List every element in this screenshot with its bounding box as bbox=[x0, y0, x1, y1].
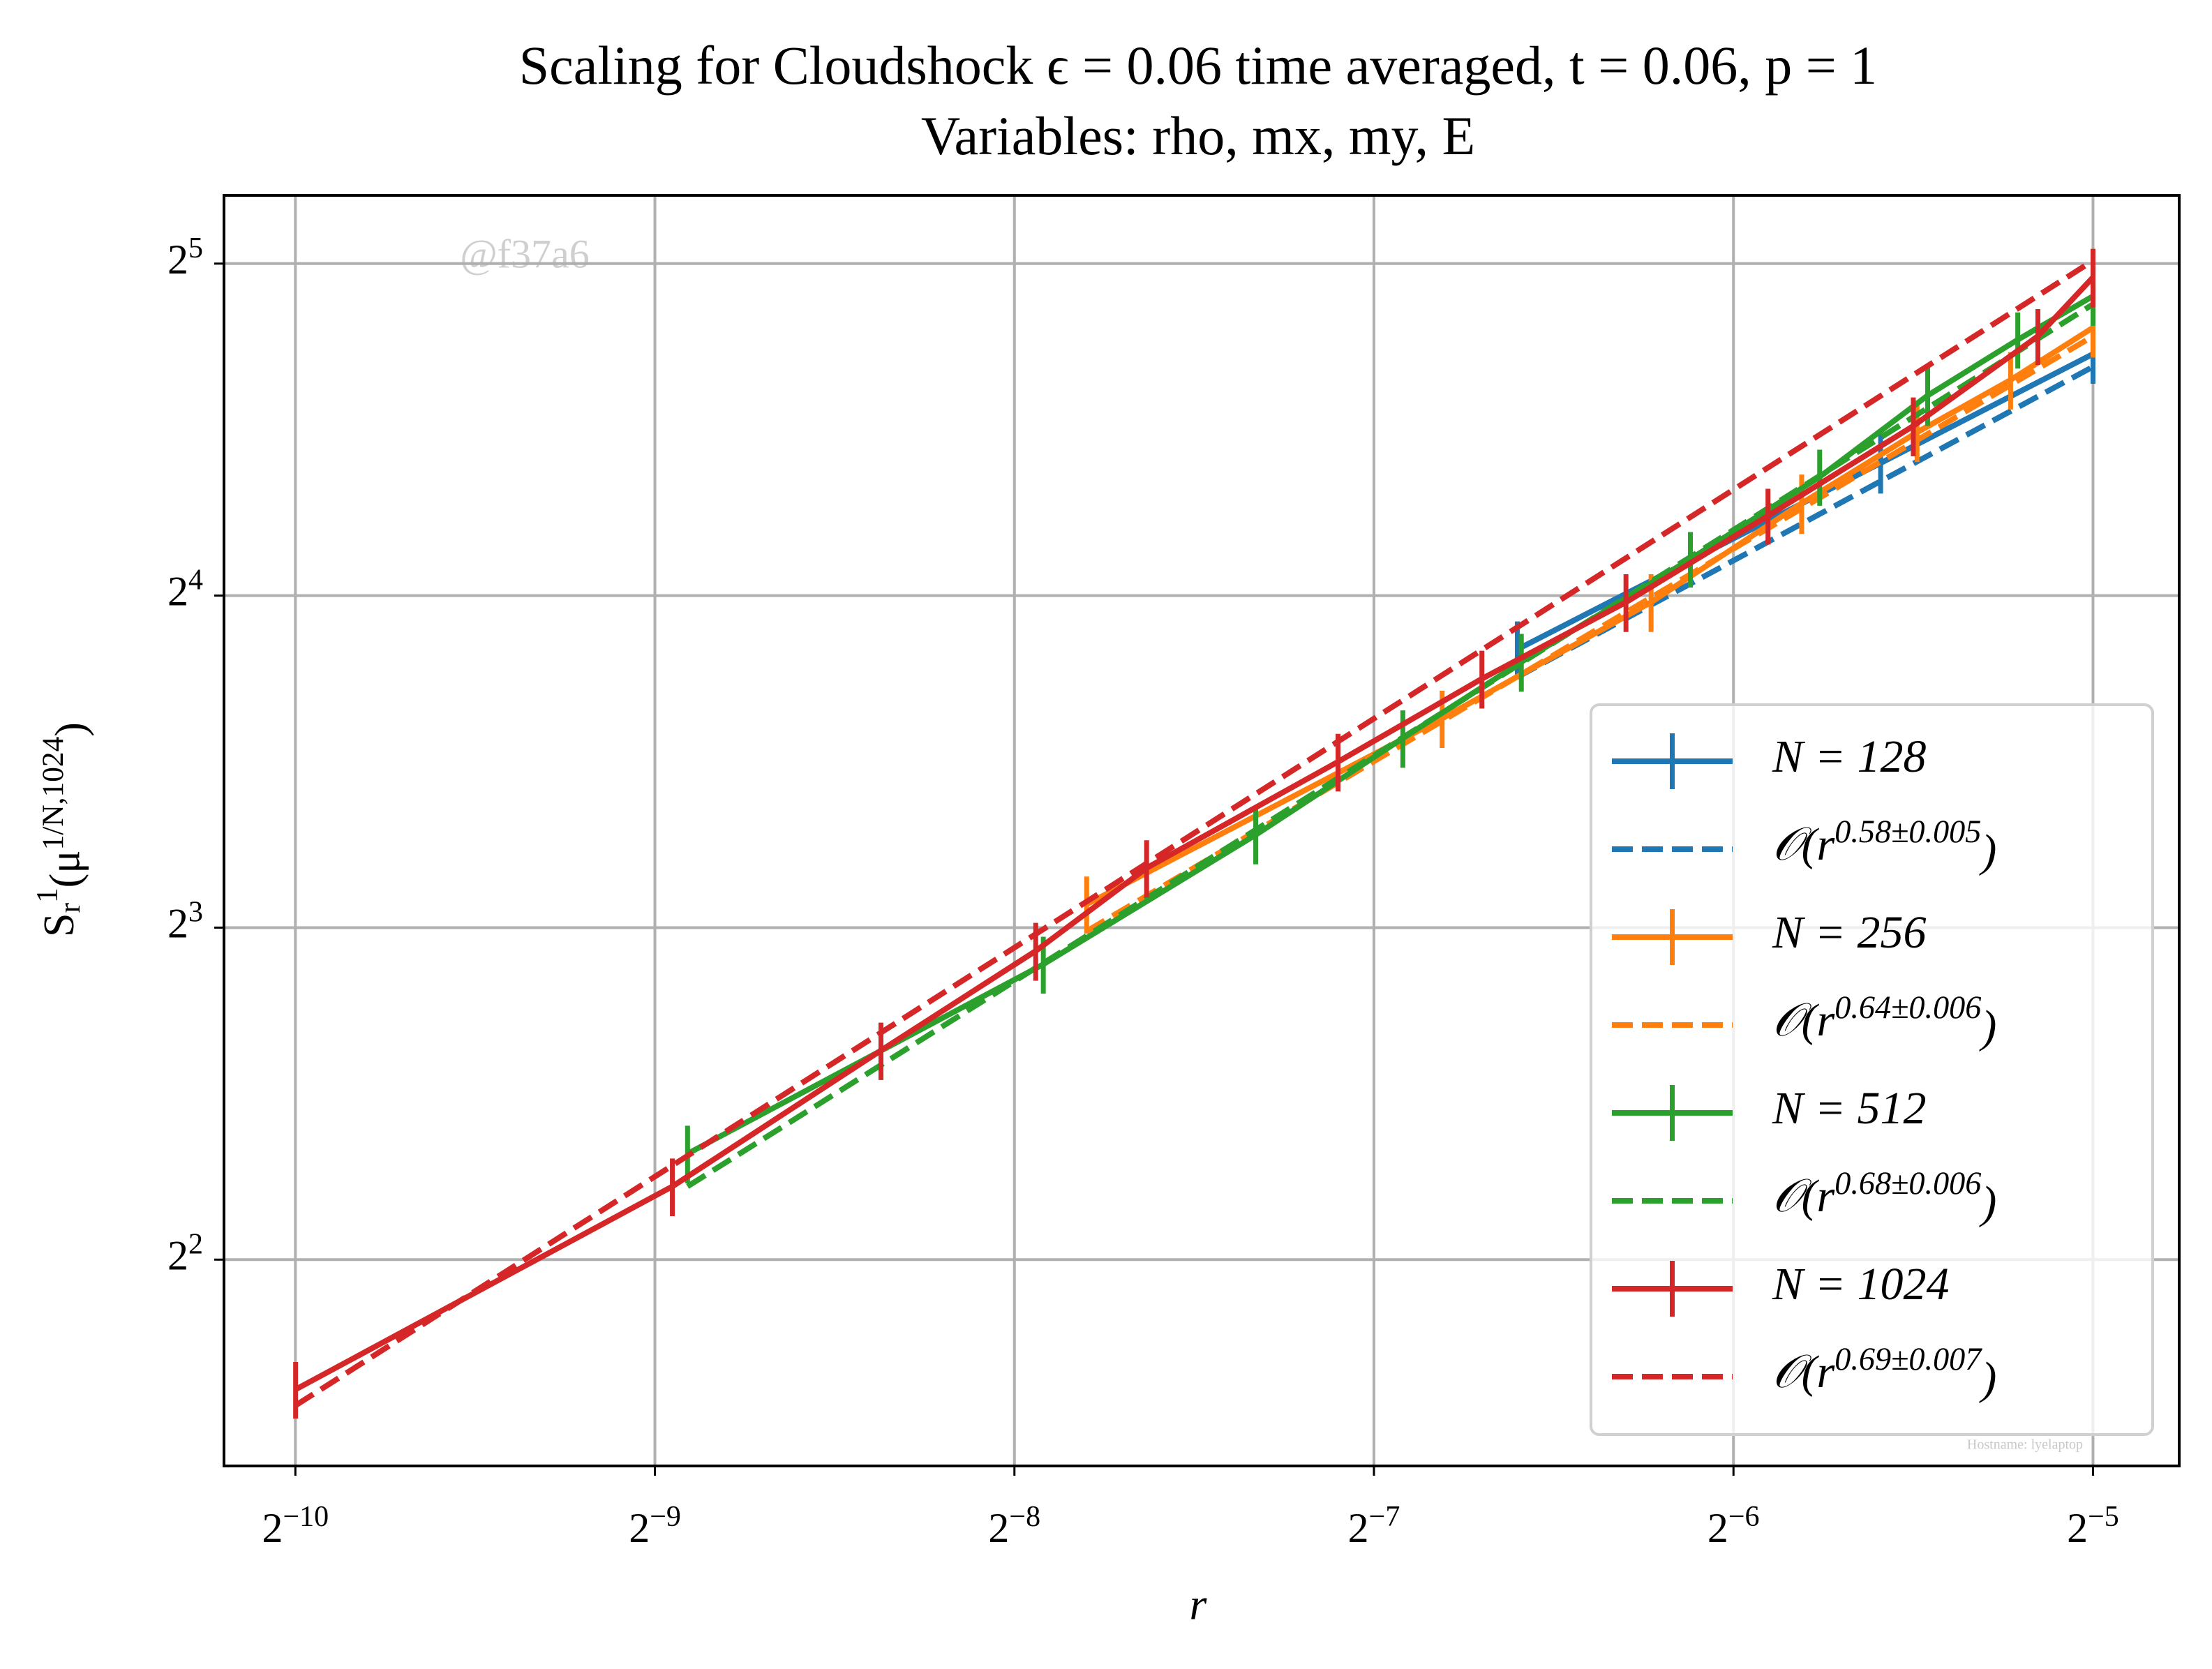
footer-note: Hostname: lyelaptop bbox=[1967, 1437, 2083, 1453]
fit-line bbox=[294, 258, 2095, 1408]
data-line bbox=[294, 275, 2095, 1392]
x-tick-label: 2−10​ bbox=[262, 1501, 329, 1551]
legend-label: N = 1024 bbox=[1772, 1259, 1950, 1310]
legend-label: 𝒪(r0.68±0.006) bbox=[1772, 1165, 1996, 1228]
x-tick-label: 2−8​ bbox=[988, 1501, 1040, 1551]
y-tick-label: 23​ bbox=[167, 896, 203, 946]
legend-label: 𝒪(r0.58±0.005) bbox=[1772, 814, 1996, 876]
legend-label: 𝒪(r0.69±0.007) bbox=[1772, 1341, 1996, 1404]
legend-label: N = 512 bbox=[1772, 1083, 1927, 1134]
x-tick-label: 2−9​ bbox=[629, 1501, 681, 1551]
fit-line bbox=[686, 301, 2095, 1189]
x-tick-label: 2−7​ bbox=[1348, 1501, 1400, 1551]
x-tick-label: 2−5​ bbox=[2067, 1501, 2119, 1551]
y-tick-label: 22​ bbox=[167, 1228, 203, 1278]
legend-label: N = 128 bbox=[1772, 731, 1927, 782]
legend-label: 𝒪(r0.64±0.006) bbox=[1772, 989, 1996, 1052]
x-axis-label: r bbox=[1190, 1580, 1208, 1629]
chart-title: Scaling for Cloudshock ϵ = 0.06 time ave… bbox=[519, 35, 1877, 96]
x-tick-label: 2−6​ bbox=[1707, 1501, 1760, 1551]
plot-frame bbox=[223, 194, 2181, 1467]
chart-subtitle: Variables: rho, mx, my, E bbox=[921, 105, 1475, 166]
y-tick-label: 25​ bbox=[167, 232, 203, 283]
y-axis-label: Sr1(μ1/N,1024) bbox=[30, 722, 95, 937]
y-tick-label: 24​ bbox=[167, 564, 203, 614]
legend-label: N = 256 bbox=[1772, 907, 1927, 958]
legend-box bbox=[1590, 703, 2154, 1436]
watermark: @f37a6 bbox=[460, 231, 589, 276]
